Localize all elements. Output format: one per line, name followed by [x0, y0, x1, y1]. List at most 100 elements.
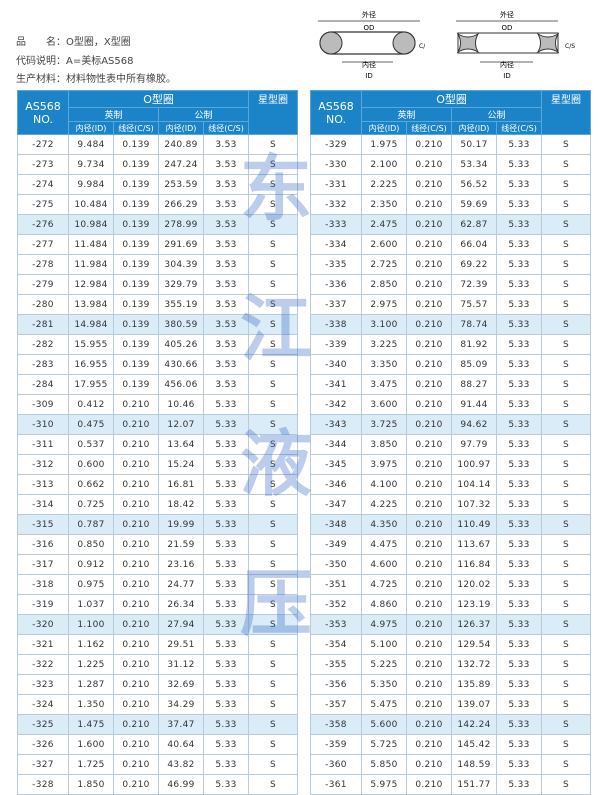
header-id: 内径(ID): [68, 121, 114, 135]
cell: 19.99: [158, 514, 204, 535]
cell: 0.210: [406, 434, 452, 455]
cell: 0.210: [406, 774, 452, 795]
cell: 5.975: [361, 774, 407, 795]
cell: 0.210: [113, 454, 159, 475]
cell: 5.33: [495, 754, 543, 775]
cell: 0.662: [68, 474, 114, 495]
cell: 4.725: [361, 574, 407, 595]
cell: -349: [310, 534, 362, 555]
cell: 66.04: [451, 234, 497, 255]
cell: 1.162: [68, 634, 114, 655]
cell: -324: [17, 694, 69, 715]
cell: -330: [310, 154, 362, 175]
cell: 1.287: [68, 674, 114, 695]
table-row: -328 1.850 0.210 46.99 5.33 S: [17, 774, 299, 795]
table-row: -310 0.475 0.210 12.07 5.33 S: [17, 414, 299, 435]
cell: 405.26: [158, 334, 204, 355]
cell: 3.53: [202, 174, 250, 195]
cell: 113.67: [451, 534, 497, 555]
table-row: -344 3.850 0.210 97.79 5.33 S: [310, 434, 592, 455]
cell: 0.210: [113, 534, 159, 555]
cell: S: [248, 574, 299, 595]
table-row: -348 4.350 0.210 110.49 5.33 S: [310, 514, 592, 535]
cell: 3.53: [202, 294, 250, 315]
cell: S: [541, 694, 592, 715]
cell: 21.59: [158, 534, 204, 555]
table-row: -332 2.350 0.210 59.69 5.33 S: [310, 194, 592, 215]
table-row: -276 10.984 0.139 278.99 3.53 S: [17, 214, 299, 235]
cell: S: [248, 194, 299, 215]
cell: 3.725: [361, 414, 407, 435]
header-cs: 线径(C/S): [495, 121, 543, 135]
cell: 5.33: [495, 134, 543, 155]
header-x-ring: 星型圈: [248, 90, 299, 135]
table-row: -331 2.225 0.210 56.52 5.33 S: [310, 174, 592, 195]
cell: -342: [310, 394, 362, 415]
cell: S: [248, 674, 299, 695]
cell: -339: [310, 334, 362, 355]
cell: 120.02: [451, 574, 497, 595]
cell: 88.27: [451, 374, 497, 395]
cell: 0.725: [68, 494, 114, 515]
cell: -335: [310, 254, 362, 275]
cell: 0.210: [113, 394, 159, 415]
cell: 1.037: [68, 594, 114, 615]
cell: 0.210: [113, 714, 159, 735]
cell: 1.975: [361, 134, 407, 155]
cell: -326: [17, 734, 69, 755]
cell: 5.33: [495, 654, 543, 675]
cell: S: [541, 334, 592, 355]
cell: 4.860: [361, 594, 407, 615]
table-row: -281 14.984 0.139 380.59 3.53 S: [17, 314, 299, 335]
cell: S: [541, 654, 592, 675]
header-o-ring: O型圈: [67, 90, 250, 108]
table-row: -312 0.600 0.210 15.24 5.33 S: [17, 454, 299, 475]
cell: 0.210: [406, 354, 452, 375]
table-row: -279 12.984 0.139 329.79 3.53 S: [17, 274, 299, 295]
cell: -322: [17, 654, 69, 675]
table-row: -360 5.850 0.210 148.59 5.33 S: [310, 754, 592, 775]
cell: 5.33: [495, 154, 543, 175]
cell: 4.600: [361, 554, 407, 575]
table-row: -356 5.350 0.210 135.89 5.33 S: [310, 674, 592, 695]
cell: 0.139: [113, 174, 159, 195]
table-row: -284 17.955 0.139 456.06 3.53 S: [17, 374, 299, 395]
table-row: -353 4.975 0.210 126.37 5.33 S: [310, 614, 592, 635]
cell: 1.600: [68, 734, 114, 755]
cell: 3.53: [202, 334, 250, 355]
cell: 5.33: [495, 234, 543, 255]
cell: 5.33: [495, 194, 543, 215]
cell: -278: [17, 254, 69, 275]
table-row: -338 3.100 0.210 78.74 5.33 S: [310, 314, 592, 335]
cell: 5.350: [361, 674, 407, 695]
cell: 3.350: [361, 354, 407, 375]
cell: 97.79: [451, 434, 497, 455]
table-row: -347 4.225 0.210 107.32 5.33 S: [310, 494, 592, 515]
size-table-right: AS568 NO. O型圈 星型圈 英制 公制 内径(ID) 线径(C/S) 内径(ID) 线径…: [310, 90, 592, 795]
cell: 3.475: [361, 374, 407, 395]
cell: 9.734: [68, 154, 114, 175]
table-row: -313 0.662 0.210 16.81 5.33 S: [17, 474, 299, 495]
cell: 13.984: [68, 294, 114, 315]
cell: 266.29: [158, 194, 204, 215]
cell: 5.33: [495, 294, 543, 315]
cell: 5.33: [202, 454, 250, 475]
cell: 81.92: [451, 334, 497, 355]
table-row: -283 16.955 0.139 430.66 3.53 S: [17, 354, 299, 375]
cell: S: [541, 454, 592, 475]
table-row: -273 9.734 0.139 247.24 3.53 S: [17, 154, 299, 175]
cell: 5.33: [495, 734, 543, 755]
cell: 43.82: [158, 754, 204, 775]
cell: 5.33: [202, 654, 250, 675]
cell: S: [541, 354, 592, 375]
cell: 3.53: [202, 354, 250, 375]
table-row: -357 5.475 0.210 139.07 5.33 S: [310, 694, 592, 715]
cell: 456.06: [158, 374, 204, 395]
cell: 0.210: [113, 594, 159, 615]
cell: 0.210: [113, 774, 159, 795]
table-row: -354 5.100 0.210 129.54 5.33 S: [310, 634, 592, 655]
svg-text:外径: 外径: [500, 10, 514, 19]
table-row: -359 5.725 0.210 145.42 5.33 S: [310, 734, 592, 755]
cell: -360: [310, 754, 362, 775]
table-row: -323 1.287 0.210 32.69 5.33 S: [17, 674, 299, 695]
